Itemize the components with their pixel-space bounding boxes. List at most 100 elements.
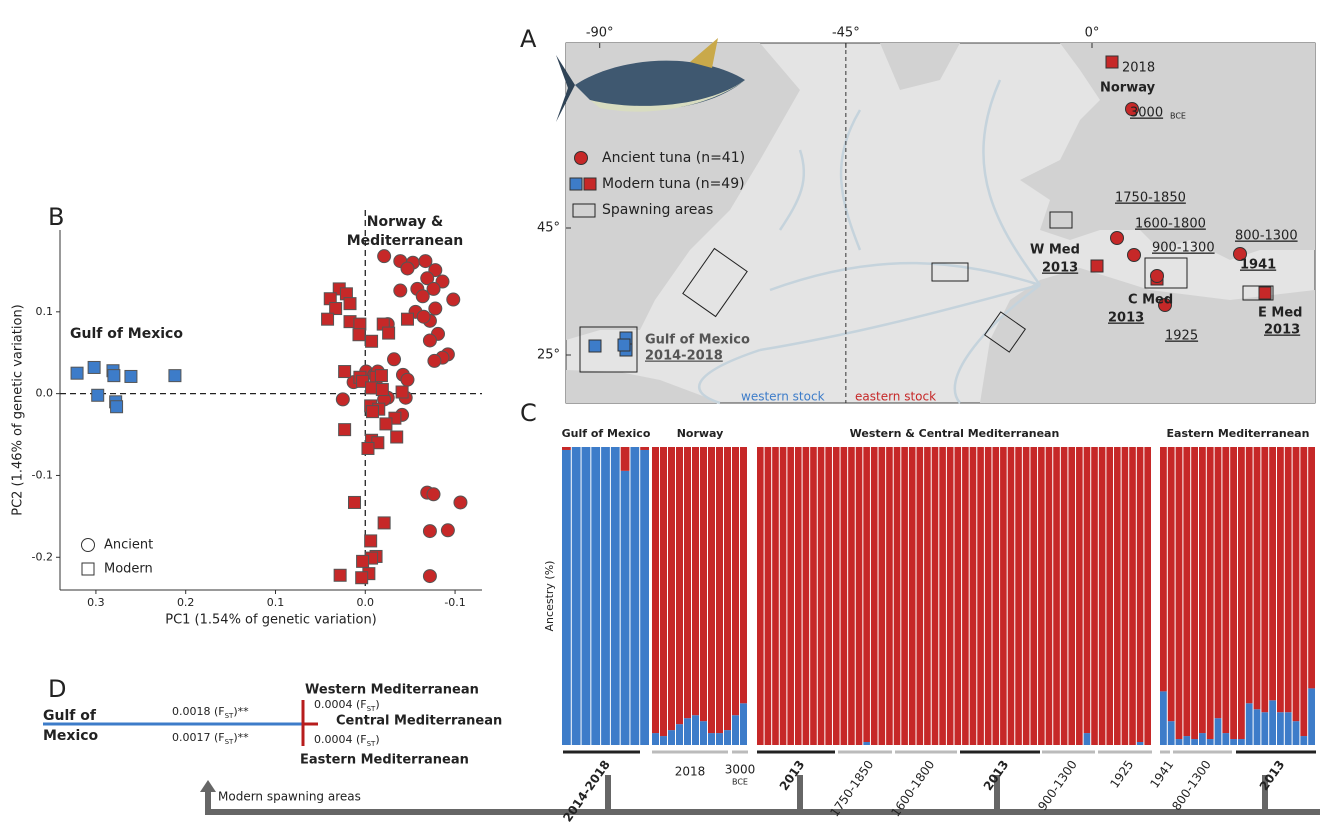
map-label: BCE — [1170, 112, 1186, 121]
branch-text: )** — [233, 731, 249, 744]
bar-segment — [1167, 721, 1175, 745]
bar-segment — [1007, 447, 1015, 745]
point — [387, 352, 402, 367]
point — [352, 328, 366, 342]
bar-segment — [581, 447, 591, 745]
point — [422, 333, 437, 348]
x-tick-label: 0.1 — [267, 596, 285, 609]
bar-segment — [832, 447, 840, 745]
bar-segment — [1230, 447, 1237, 740]
spawning-area — [579, 326, 638, 373]
bar-segment — [1214, 718, 1222, 745]
tree-root: Mexico — [43, 728, 99, 744]
y-tick-label: -0.2 — [32, 550, 53, 563]
tree-leaf: Eastern Mediterranean — [300, 753, 469, 768]
bar-segment — [1175, 739, 1183, 745]
point — [343, 297, 357, 311]
period-label: 3000 — [725, 763, 756, 777]
branch-sub: ST — [367, 705, 376, 713]
bar-segment — [700, 721, 707, 745]
bar-segment — [684, 718, 691, 745]
legend-label: Modern tuna (n=49) — [602, 176, 745, 192]
bar-segment — [870, 447, 878, 745]
ancient-site — [1110, 231, 1124, 245]
bar-segment — [640, 449, 649, 745]
legend-symbol — [574, 151, 588, 165]
bar-segment — [1308, 447, 1315, 689]
bar-segment — [840, 447, 848, 745]
bar-segment — [700, 447, 707, 722]
bar-segment — [1091, 447, 1098, 745]
bar-segment — [1060, 447, 1068, 745]
point — [107, 369, 121, 383]
bar-segment — [1015, 447, 1022, 745]
current — [778, 149, 806, 231]
bar-segment — [1053, 447, 1060, 745]
legend-symbol — [583, 177, 597, 191]
land-africa — [980, 268, 1315, 403]
bar-segment — [1277, 447, 1284, 713]
bar-segment — [620, 447, 630, 471]
legend-symbol — [569, 177, 583, 191]
bar-segment — [1098, 447, 1106, 745]
tree-leaf: Central Mediterranean — [336, 714, 502, 729]
bar-segment — [962, 447, 969, 745]
bar-segment — [1191, 739, 1198, 745]
bar-segment — [764, 447, 772, 745]
ancient-site — [1125, 102, 1139, 116]
currents — [698, 79, 1042, 405]
point — [379, 417, 393, 431]
point — [338, 365, 352, 379]
point — [333, 568, 347, 582]
bar-segment — [1222, 447, 1230, 734]
bar-segment — [1292, 447, 1300, 722]
legend-label: Spawning areas — [602, 202, 713, 218]
y-tick-label: -0.1 — [32, 468, 53, 481]
lat-tick-label: 45° — [537, 221, 560, 236]
bar-segment — [1045, 447, 1053, 745]
current — [839, 109, 862, 251]
modern-site — [1105, 55, 1119, 69]
map-label: Gulf of Mexico — [645, 333, 750, 348]
bar-segment — [562, 449, 571, 745]
bar-segment — [640, 447, 649, 450]
map-label: 900-1300 — [1152, 241, 1215, 256]
bar-segment — [1261, 712, 1269, 745]
point — [416, 309, 431, 324]
period-label: 900-1300 — [1035, 758, 1080, 813]
bar-segment — [1083, 447, 1091, 734]
bar-segment — [1253, 709, 1261, 745]
legend-label: Ancient — [104, 538, 153, 553]
point — [338, 423, 352, 437]
branch-length: 0.0017 (FST)** — [172, 731, 249, 746]
point — [428, 301, 443, 316]
point — [395, 385, 409, 399]
y-tick-label: 0.1 — [36, 305, 54, 318]
bar-segment — [1245, 703, 1253, 745]
bar-segment — [1284, 712, 1292, 745]
point — [435, 274, 450, 289]
point — [377, 516, 391, 530]
bar-segment — [732, 447, 739, 716]
bar-segment — [787, 447, 794, 745]
branch-text: ) — [375, 698, 379, 711]
bar-segment — [708, 733, 715, 745]
bar-segment — [1222, 733, 1230, 745]
bar-segment — [1160, 691, 1167, 745]
lat-tick-label: 25° — [537, 348, 560, 363]
tuna-belly — [590, 80, 745, 112]
period-label: 2018 — [675, 765, 706, 779]
modern-site — [617, 338, 631, 352]
modern-site — [588, 339, 602, 353]
bar-segment — [825, 447, 832, 745]
bar-segment — [708, 447, 715, 734]
bar-segment — [1245, 447, 1253, 704]
bar-segment — [954, 447, 962, 745]
bar-segment — [1206, 447, 1214, 740]
bar-segment — [1183, 736, 1191, 745]
bar-segment — [610, 447, 620, 745]
land-europe — [1020, 43, 1315, 260]
map-label: 1925 — [1165, 329, 1198, 344]
ancient-site — [1150, 269, 1164, 283]
bar-segment — [802, 447, 810, 745]
